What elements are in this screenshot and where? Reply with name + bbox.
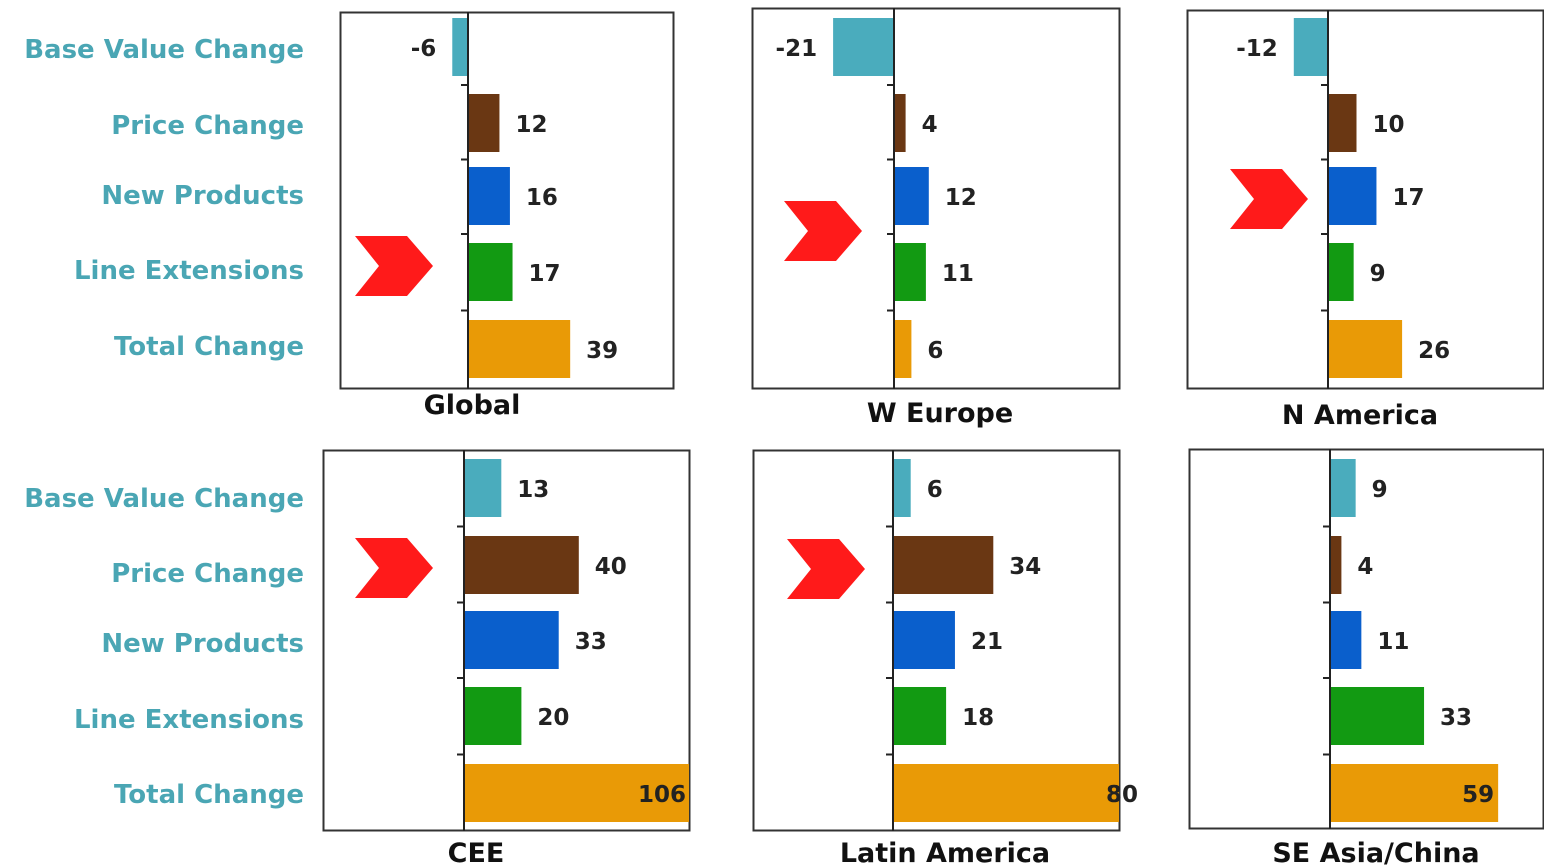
highlight-arrow-icon — [355, 538, 433, 598]
data-label: 12 — [515, 112, 547, 138]
category-label: Line Extensions — [74, 256, 304, 286]
data-label: 16 — [526, 185, 558, 211]
bar — [468, 94, 500, 152]
bar — [1293, 18, 1328, 76]
highlight-arrow-icon — [355, 236, 433, 296]
bar — [464, 764, 689, 822]
data-label: -6 — [411, 36, 437, 62]
bar — [1330, 611, 1362, 669]
bar — [893, 764, 1119, 822]
data-label: 11 — [1377, 629, 1409, 655]
bar — [894, 243, 926, 301]
category-label: Total Change — [114, 780, 304, 810]
data-label: 26 — [1418, 338, 1450, 364]
bar — [894, 320, 912, 378]
data-label: 34 — [1009, 554, 1041, 580]
bar — [1328, 94, 1357, 152]
panel-title: N America — [1282, 400, 1438, 431]
panel-title: Latin America — [840, 838, 1050, 867]
bar — [1328, 243, 1354, 301]
panel-title: SE Asia/China — [1272, 838, 1479, 867]
data-label: -21 — [776, 36, 818, 62]
bar — [833, 18, 894, 76]
data-label: 11 — [942, 261, 974, 287]
panel-frame — [751, 7, 1121, 390]
data-label: 9 — [1372, 477, 1388, 503]
bar — [1328, 320, 1403, 378]
bar — [893, 459, 911, 517]
panel-title: CEE — [448, 838, 505, 867]
panel-title: Global — [424, 390, 521, 421]
data-label: 6 — [927, 477, 943, 503]
data-label: 4 — [922, 112, 938, 138]
bar — [464, 459, 502, 517]
bar — [464, 687, 522, 745]
bar — [1330, 536, 1342, 594]
data-label: 17 — [529, 261, 561, 287]
category-label: Base Value Change — [24, 35, 304, 65]
data-label: 10 — [1373, 112, 1405, 138]
bar — [468, 167, 510, 225]
data-label: 13 — [517, 477, 549, 503]
bar — [1330, 687, 1425, 745]
data-label: 33 — [575, 629, 607, 655]
bar — [468, 320, 571, 378]
data-label: 12 — [945, 185, 977, 211]
bar — [464, 536, 579, 594]
category-label: New Products — [101, 181, 304, 211]
data-label: 20 — [537, 705, 569, 731]
category-label: Base Value Change — [24, 484, 304, 514]
data-label: 39 — [586, 338, 618, 364]
highlight-arrow-icon — [1230, 169, 1308, 229]
data-label: 40 — [595, 554, 627, 580]
category-label: Total Change — [114, 332, 304, 362]
panel-title: W Europe — [867, 398, 1013, 429]
bar — [1330, 459, 1356, 517]
data-label: 9 — [1370, 261, 1386, 287]
data-label: 18 — [962, 705, 994, 731]
bar — [893, 536, 994, 594]
category-label: Price Change — [111, 111, 304, 141]
data-label: 106 — [638, 782, 686, 808]
category-label: Line Extensions — [74, 705, 304, 735]
bar — [1330, 764, 1499, 822]
data-label: 33 — [1440, 705, 1472, 731]
data-label: 17 — [1392, 185, 1424, 211]
data-label: 80 — [1106, 782, 1138, 808]
highlight-arrow-icon — [787, 539, 865, 599]
data-label: 4 — [1357, 554, 1373, 580]
bar — [452, 18, 468, 76]
category-label: Price Change — [111, 559, 304, 589]
data-label: 6 — [927, 338, 943, 364]
bar — [893, 611, 955, 669]
bar — [1328, 167, 1377, 225]
bar — [894, 94, 906, 152]
data-label: 21 — [971, 629, 1003, 655]
data-label: -12 — [1236, 36, 1278, 62]
bar — [893, 687, 947, 745]
category-label: New Products — [101, 629, 304, 659]
data-label: 59 — [1462, 782, 1494, 808]
bar — [464, 611, 559, 669]
highlight-arrow-icon — [784, 201, 862, 261]
bar — [894, 167, 929, 225]
bar — [468, 243, 513, 301]
